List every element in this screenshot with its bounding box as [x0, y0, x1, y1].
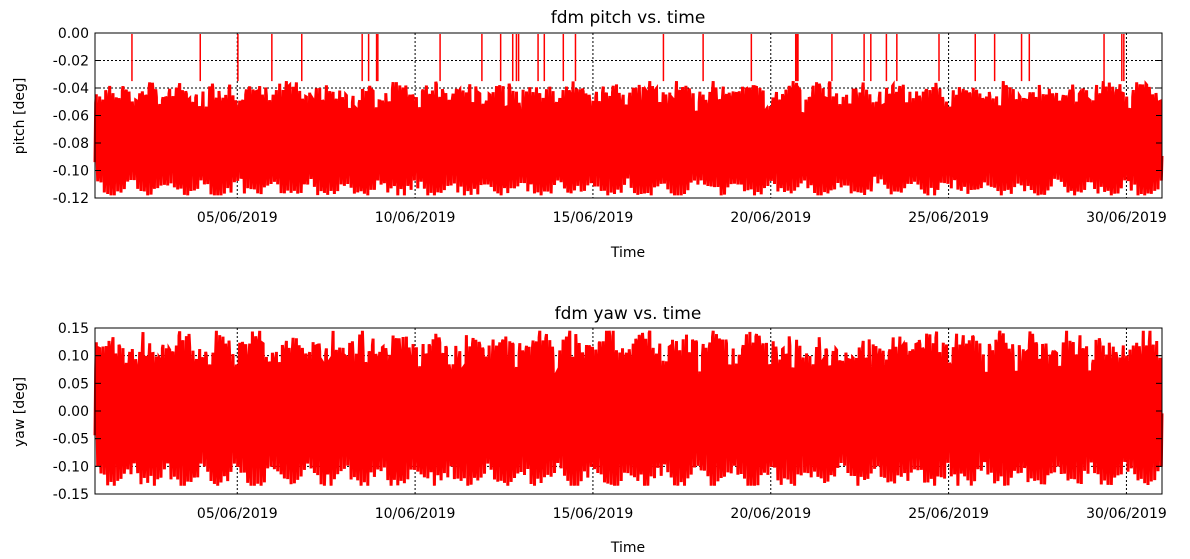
- yaw-ytick-label: -0.10: [53, 459, 89, 475]
- yaw-chart: fdm yaw vs. time 0.15 0.10 0.05 0.00 -0.05 -0…: [12, 304, 1167, 556]
- yaw-x-ticks: 05/06/2019 10/06/2019 15/06/2019 20/06/2019…: [197, 506, 1167, 522]
- yaw-xtick-label: 10/06/2019: [375, 506, 456, 522]
- pitch-xtick-label: 15/06/2019: [553, 210, 634, 226]
- pitch-y-axis-label: pitch [deg]: [12, 78, 28, 155]
- pitch-series-line: [93, 80, 1164, 196]
- pitch-series: [93, 34, 1164, 196]
- yaw-series-line: [93, 330, 1164, 486]
- pitch-xtick-label: 30/06/2019: [1086, 210, 1167, 226]
- pitch-xtick-label: 10/06/2019: [375, 210, 456, 226]
- pitch-x-axis-label: Time: [610, 245, 645, 261]
- yaw-xtick-label: 25/06/2019: [908, 506, 989, 522]
- yaw-ytick-label: 0.00: [58, 404, 89, 420]
- pitch-x-ticks: 05/06/2019 10/06/2019 15/06/2019 20/06/2019…: [197, 210, 1167, 226]
- yaw-ytick-label: 0.05: [58, 376, 89, 392]
- yaw-xtick-label: 05/06/2019: [197, 506, 278, 522]
- pitch-ytick-label: -0.06: [53, 109, 89, 125]
- pitch-ytick-label: -0.02: [53, 54, 89, 70]
- yaw-xtick-label: 15/06/2019: [553, 506, 634, 522]
- pitch-ytick-label: -0.08: [53, 136, 89, 152]
- pitch-ytick-label: -0.10: [53, 164, 89, 180]
- yaw-ytick-label: 0.10: [58, 349, 89, 365]
- pitch-xtick-label: 25/06/2019: [908, 210, 989, 226]
- yaw-series: [93, 330, 1164, 486]
- yaw-y-axis-label: yaw [deg]: [12, 377, 28, 447]
- yaw-ytick-label: 0.15: [58, 321, 89, 337]
- pitch-y-ticks: 0.00 -0.02 -0.04 -0.06 -0.08 -0.10 -0.12: [53, 26, 1162, 207]
- yaw-ytick-label: -0.05: [53, 432, 89, 448]
- yaw-y-ticks: 0.15 0.10 0.05 0.00 -0.05 -0.10 -0.15: [53, 321, 1162, 503]
- pitch-ytick-label: 0.00: [58, 26, 89, 42]
- yaw-ytick-label: -0.15: [53, 487, 89, 503]
- yaw-xtick-label: 30/06/2019: [1086, 506, 1167, 522]
- pitch-xtick-label: 05/06/2019: [197, 210, 278, 226]
- pitch-chart: fdm pitch vs. time 0.00 -0.02 -0.04 -0.06 -0…: [12, 8, 1167, 261]
- yaw-x-axis-label: Time: [610, 540, 645, 556]
- pitch-ytick-label: -0.12: [53, 191, 89, 207]
- pitch-ytick-label: -0.04: [53, 81, 89, 97]
- yaw-xtick-label: 20/06/2019: [730, 506, 811, 522]
- pitch-chart-title: fdm pitch vs. time: [551, 8, 706, 28]
- pitch-xtick-label: 20/06/2019: [730, 210, 811, 226]
- yaw-chart-title: fdm yaw vs. time: [555, 304, 702, 324]
